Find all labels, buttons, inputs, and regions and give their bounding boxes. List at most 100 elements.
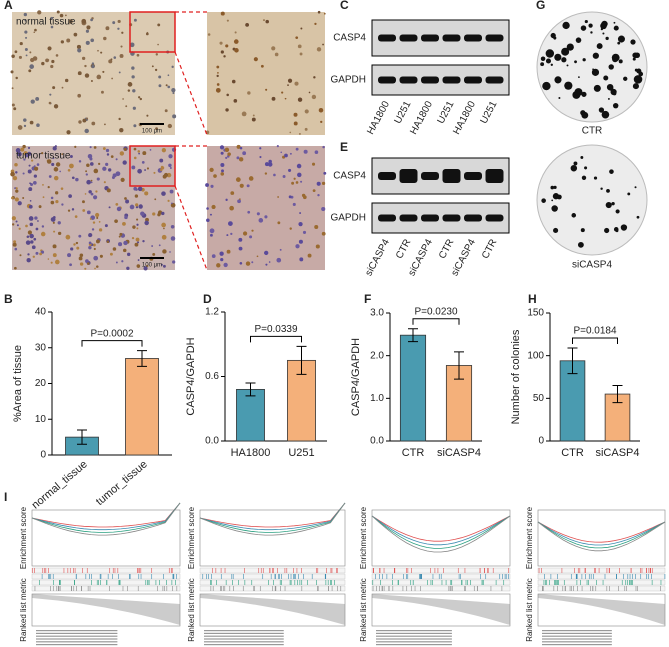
tissue-cell: [111, 77, 114, 80]
colony: [608, 64, 614, 70]
enrichment-curve: [199, 502, 346, 533]
tissue-cell: [321, 181, 326, 185]
tissue-cell: [276, 257, 282, 263]
tissue-cell: [108, 168, 112, 172]
tissue-cell: [209, 233, 213, 237]
ranked-frame: [199, 593, 346, 627]
tissue-cell: [316, 181, 321, 186]
tissue-cell: [227, 152, 231, 156]
tissue-cell: [127, 89, 131, 92]
tissue-cell: [122, 160, 127, 165]
tissue-cell: [14, 266, 17, 270]
tissue-cell: [37, 220, 39, 222]
tissue-cell: [78, 120, 82, 124]
tissue-cell: [15, 220, 18, 223]
tissue-cell: [313, 76, 316, 79]
tissue-cell: [25, 240, 31, 245]
tissue-cell: [40, 231, 46, 237]
colony: [564, 81, 573, 90]
tissue-cell: [295, 147, 299, 151]
gsea-legend-text: [376, 638, 452, 640]
tissue-cell: [289, 227, 292, 230]
tissue-cell: [265, 88, 268, 91]
tissue-cell: [138, 204, 143, 209]
tissue-cell: [38, 205, 42, 209]
y-tick-label: 1.0: [370, 393, 384, 404]
tissue-cell: [142, 151, 147, 156]
tissue-cell: [133, 186, 138, 191]
enrichment-curve: [31, 502, 181, 531]
tissue-cell: [235, 177, 241, 182]
tissue-cell: [25, 224, 28, 228]
band: [421, 34, 439, 42]
gsea-y-label: Ranked list metric: [19, 578, 28, 642]
enrichment-curve: [537, 521, 666, 546]
tissue-label: tumor tissue: [16, 151, 71, 162]
colony: [545, 49, 555, 58]
tissue-cell: [77, 93, 82, 98]
tissue-cell: [205, 183, 209, 187]
tissue-cell: [123, 240, 128, 246]
tissue-cell: [311, 162, 316, 166]
x-tick-label: normal_tissue: [30, 458, 90, 511]
x-tick-label: siCASP4: [437, 447, 481, 459]
tissue-cell: [104, 123, 106, 126]
tissue-cell: [93, 255, 99, 261]
tissue-cell: [84, 267, 87, 270]
tissue-cell: [225, 44, 229, 48]
colony: [553, 227, 559, 234]
tissue-cell: [112, 173, 117, 178]
band: [399, 214, 418, 222]
tissue-image: [207, 146, 325, 270]
tissue-cell: [318, 107, 324, 113]
tissue-cell: [158, 244, 161, 247]
tissue-cell: [265, 263, 268, 266]
band: [464, 172, 482, 180]
gsea-legend-text: [36, 635, 118, 637]
tissue-cell: [33, 165, 36, 168]
tissue-cell: [171, 202, 173, 205]
tissue-cell: [311, 94, 317, 100]
tissue-cell: [69, 163, 74, 169]
x-tick-label: CTR: [561, 447, 584, 459]
tissue-cell: [165, 84, 168, 87]
tissue-cell: [29, 233, 34, 239]
tissue-cell: [135, 203, 139, 207]
tissue-cell: [211, 204, 216, 210]
tissue-cell: [15, 189, 19, 193]
colony: [612, 91, 617, 96]
gsea-legend-text: [204, 635, 284, 637]
colony: [561, 57, 567, 63]
tissue-cell: [131, 75, 135, 79]
tissue-cell: [78, 234, 82, 238]
tissue-cell: [323, 171, 327, 175]
tissue-cell: [88, 233, 93, 238]
tissue-cell: [93, 195, 98, 200]
panel-label: D: [203, 292, 212, 306]
tissue-cell: [15, 187, 18, 190]
band: [485, 76, 504, 84]
tissue-cell: [86, 210, 91, 215]
tissue-cell: [78, 160, 82, 163]
tissue-cell: [143, 266, 148, 271]
tissue-cell: [52, 221, 55, 224]
tissue-cell: [139, 97, 143, 101]
tissue-cell: [123, 147, 127, 151]
tissue-cell: [52, 157, 55, 160]
tissue-cell: [220, 257, 224, 262]
tissue-cell: [137, 168, 143, 174]
band: [485, 169, 504, 183]
colony: [551, 205, 558, 212]
tissue-cell: [293, 112, 298, 117]
tissue-cell: [84, 64, 87, 68]
colony: [602, 32, 605, 35]
tissue-cell: [129, 204, 135, 210]
zoom-line: [174, 51, 208, 136]
tissue-cell: [27, 230, 32, 235]
tissue-cell: [35, 97, 40, 101]
gsea-legend-text: [36, 638, 118, 640]
tissue-cell: [118, 242, 123, 247]
colony: [636, 68, 642, 74]
tissue-cell: [86, 25, 91, 30]
tissue-cell: [137, 186, 143, 192]
